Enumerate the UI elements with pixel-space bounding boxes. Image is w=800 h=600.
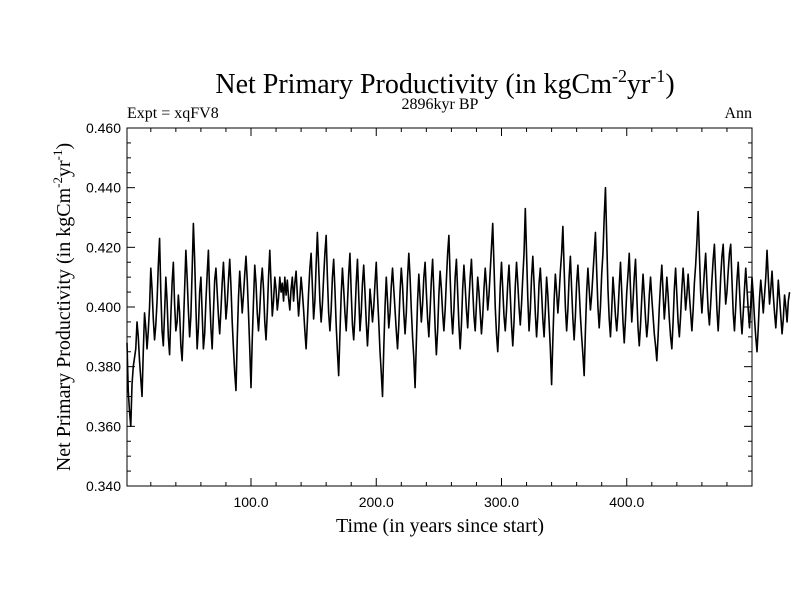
- axis-tick-labels: 100.0 200.0 300.0 400.0 0.340 0.360 0.380 0.400…: [86, 120, 645, 510]
- y-tick-label: 0.440: [86, 180, 121, 196]
- series-group: [126, 186, 791, 428]
- y-tick-label: 0.400: [86, 299, 121, 315]
- y-tick-label: 0.420: [86, 239, 121, 255]
- series-line-npp: [126, 186, 791, 428]
- y-tick-label: 0.380: [86, 359, 121, 375]
- y-tick-label: 0.340: [86, 478, 121, 494]
- season-label: Ann: [724, 105, 752, 122]
- x-tick-label: 200.0: [359, 494, 394, 510]
- chart-title: Net Primary Productivity (in kgCm-2yr-1): [215, 66, 674, 100]
- chart-subtitle: 2896kyr BP: [402, 96, 479, 113]
- x-axis-label: Time (in years since start): [336, 515, 544, 537]
- x-tick-label: 400.0: [609, 494, 644, 510]
- plot-frame: [126, 127, 753, 487]
- y-axis-label: Net Primary Productivity (in kgCm-2yr-1): [50, 143, 75, 471]
- y-tick-label: 0.460: [86, 120, 121, 136]
- x-tick-label: 100.0: [233, 494, 268, 510]
- y-tick-label: 0.360: [86, 418, 121, 434]
- experiment-label: Expt = xqFV8: [127, 105, 219, 122]
- x-tick-label: 300.0: [484, 494, 519, 510]
